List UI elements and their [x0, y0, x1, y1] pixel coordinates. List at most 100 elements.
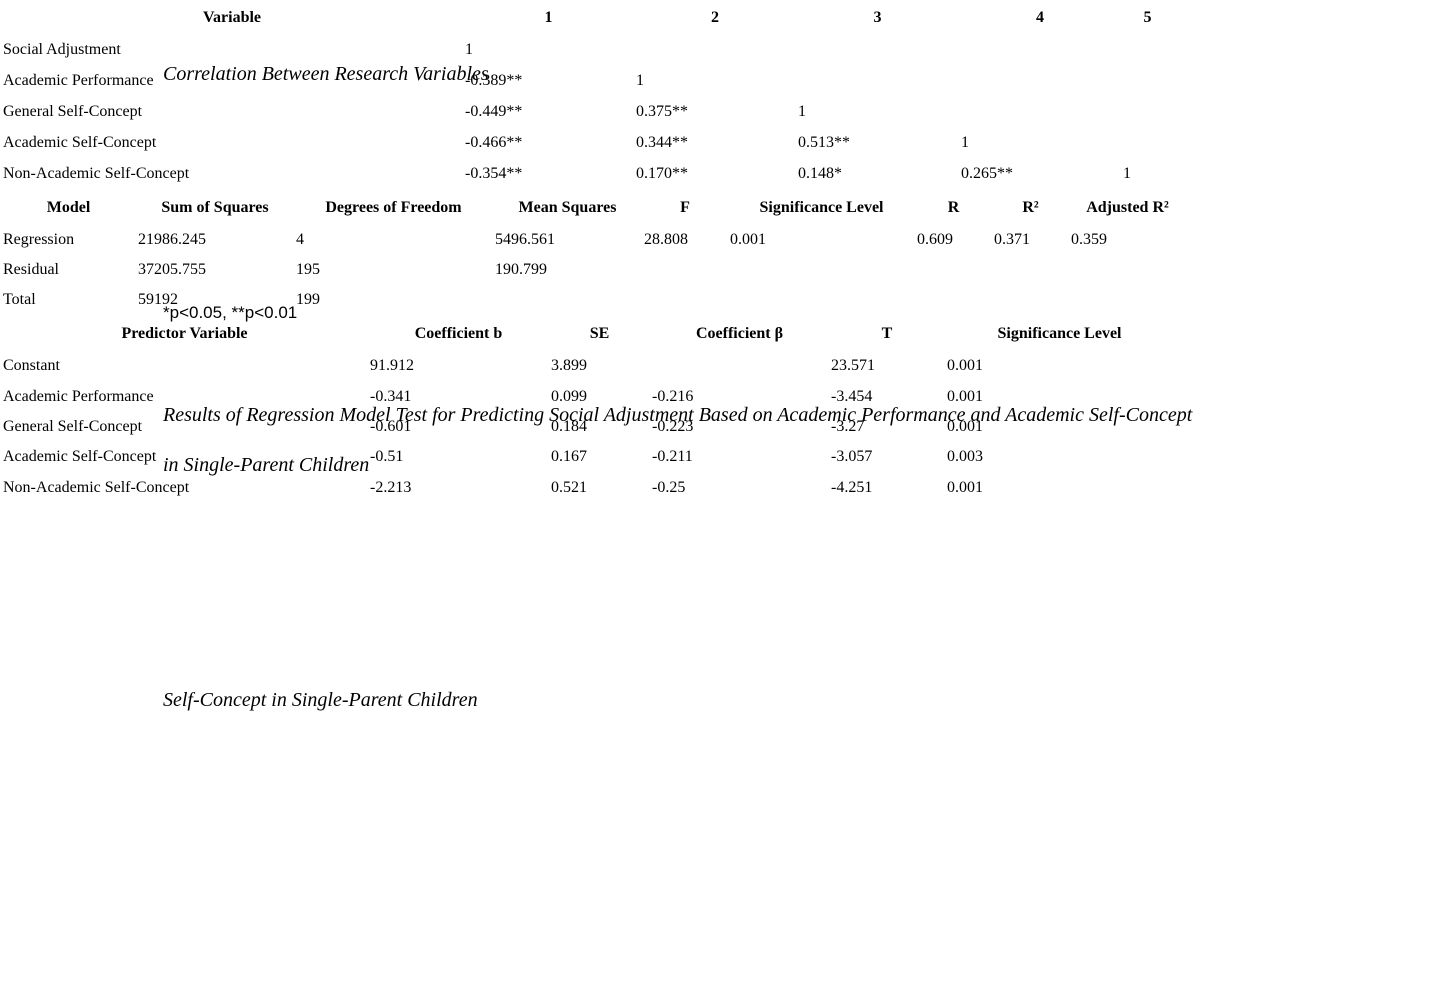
table-cell: Non-Academic Self-Concept — [3, 478, 190, 496]
table-cell: 1 — [798, 102, 806, 120]
table-cell: 0.001 — [947, 357, 983, 375]
table-cell — [651, 352, 828, 380]
table-cell: 199 — [296, 291, 320, 308]
column-header: Significance Level — [997, 325, 1122, 342]
table-cell: 1 — [1123, 164, 1131, 182]
table-cell: Academic Self-Concept — [3, 133, 157, 151]
table-cell: 21986.245 — [138, 231, 206, 248]
table-row: Social Adjustment 1 — [2, 35, 1173, 64]
table-cell: -0.211 — [652, 448, 693, 466]
table-row: Non-Academic Self-Concept -0.354** 0.170**… — [2, 159, 1173, 188]
column-header: T — [881, 325, 893, 342]
table-cell: -2.213 — [370, 478, 412, 496]
table-cell — [960, 66, 1120, 95]
table-cell: 0.148* — [798, 164, 842, 182]
table-cell: -0.341 — [370, 387, 412, 405]
column-header: SE — [589, 325, 610, 342]
table-cell — [1122, 35, 1173, 64]
table-cell: 91.912 — [370, 357, 414, 375]
column-header: Significance Level — [759, 199, 884, 216]
column-header: R² — [1022, 199, 1039, 216]
table-cell: Non-Academic Self-Concept — [3, 164, 190, 182]
table-cell: 0.265** — [961, 164, 1013, 182]
table-cell: -4.251 — [831, 478, 873, 496]
table-cell: 0.371 — [994, 231, 1030, 248]
table-row: General Self-Concept -0.449** 0.375** 1 — [2, 97, 1173, 126]
table-cell: -0.216 — [652, 387, 694, 405]
table-cell: General Self-Concept — [3, 417, 143, 435]
table-cell: -3.057 — [831, 448, 873, 466]
regression-model-table-header-row: Model Sum of Squares Degrees of Freedom Mea… — [2, 192, 1185, 224]
column-header: 3 — [873, 8, 882, 26]
table-row: Academic Performance -0.341 0.099 -0.216 -3.… — [2, 382, 1173, 410]
table-cell: -0.449** — [465, 102, 523, 120]
table-cell: 1 — [961, 133, 969, 151]
column-header: Coefficient b — [414, 325, 503, 342]
table-cell: 4 — [296, 231, 304, 248]
column-header: R — [947, 199, 960, 216]
table-cell — [960, 35, 1120, 64]
table-cell — [1122, 66, 1173, 95]
correlation-table: Variable 1 2 3 4 5 Social Adjustment 1 Academic… — [0, 0, 1175, 190]
column-header: Sum of Squares — [161, 199, 269, 216]
table-cell: 0.170** — [636, 164, 688, 182]
column-header: Coefficient β — [695, 325, 784, 342]
table-cell — [797, 35, 958, 64]
table-cell — [916, 286, 991, 314]
table-cell — [960, 97, 1120, 126]
table-row: Academic Self-Concept -0.466** 0.344** 0.51… — [2, 128, 1173, 157]
table-cell: 3.899 — [551, 357, 587, 375]
table-cell: -3.454 — [831, 387, 873, 405]
table-cell: 0.001 — [730, 231, 766, 248]
table-cell — [643, 286, 727, 314]
column-header: F — [680, 199, 690, 216]
table-cell: -0.223 — [652, 417, 694, 435]
table-cell — [993, 256, 1068, 284]
table-cell — [643, 256, 727, 284]
table-cell: Academic Performance — [3, 71, 154, 89]
column-header: Adjusted R² — [1086, 199, 1169, 216]
correlation-table-header-row: Variable 1 2 3 4 5 — [2, 2, 1173, 33]
table-row: General Self-Concept -0.601 0.184 -0.223 -3.… — [2, 413, 1173, 441]
table-row: Residual 37205.755 195 190.799 — [2, 256, 1185, 284]
column-header: Degrees of Freedom — [325, 199, 462, 216]
table-cell — [494, 286, 641, 314]
regression-model-table: Model Sum of Squares Degrees of Freedom Mea… — [0, 190, 1187, 316]
table-cell: 28.808 — [644, 231, 688, 248]
table-row: Academic Performance -0.389** 1 — [2, 66, 1173, 95]
table-row: Constant 91.912 3.899 23.571 0.001 — [2, 352, 1173, 380]
coefficients-table-title: Self-Concept in Single-Parent Children — [163, 689, 478, 711]
table-cell — [916, 256, 991, 284]
table-cell: 0.001 — [947, 478, 983, 496]
table-cell — [1122, 97, 1173, 126]
table-cell: 0.099 — [551, 387, 587, 405]
table-cell: -0.354** — [465, 164, 523, 182]
table-cell — [729, 286, 914, 314]
table-cell — [993, 286, 1068, 314]
table-cell — [1122, 128, 1173, 157]
column-header: 2 — [711, 8, 719, 26]
column-header: 4 — [1036, 8, 1044, 26]
table-cell: General Self-Concept — [3, 102, 143, 120]
column-header: Mean Squares — [518, 199, 617, 216]
table-cell: -0.466** — [465, 133, 523, 151]
column-header: Predictor Variable — [121, 325, 248, 342]
table-cell: 37205.755 — [138, 261, 206, 278]
column-header: 1 — [544, 8, 553, 26]
table-cell — [1070, 256, 1185, 284]
significance-note: *p<0.05, **p<0.01 — [163, 303, 298, 322]
table-cell: 0.521 — [551, 478, 587, 496]
table-cell: 0.003 — [947, 448, 983, 466]
table-cell: Total — [3, 291, 36, 308]
table-cell: 0.609 — [917, 231, 953, 248]
table-cell: 0.375** — [636, 102, 688, 120]
table-cell: 190.799 — [495, 261, 547, 278]
table-cell: Academic Self-Concept — [3, 448, 157, 466]
table-row: Total 59192 199 — [2, 286, 1185, 314]
regression-table-title-line-2: in Single-Parent Children — [163, 454, 370, 476]
table-cell: 23.571 — [831, 357, 875, 375]
table-row: Regression 21986.245 4 5496.561 28.808 0.001 0… — [2, 226, 1185, 254]
column-header: Variable — [202, 8, 262, 26]
table-cell: -0.601 — [370, 417, 412, 435]
